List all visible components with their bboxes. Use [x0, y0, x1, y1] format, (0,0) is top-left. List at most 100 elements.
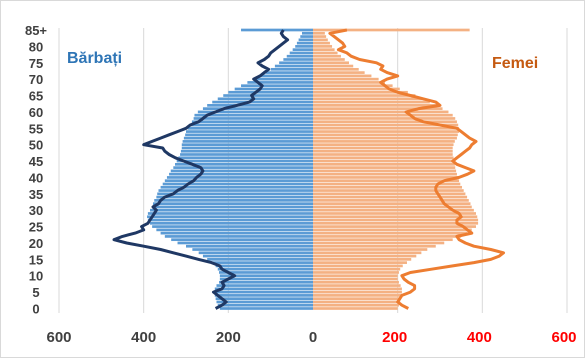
bar-male	[194, 117, 313, 120]
bar-female	[313, 104, 437, 107]
bar-female	[313, 176, 458, 179]
bar-male	[150, 209, 313, 212]
bar-female	[313, 48, 335, 51]
bar-male	[171, 170, 313, 173]
bar-male	[215, 287, 313, 290]
bar-female	[313, 170, 456, 173]
bar-female	[313, 232, 468, 235]
bar-male	[199, 251, 313, 254]
bar-male	[207, 258, 313, 261]
bar-female	[313, 301, 400, 304]
bar-male	[188, 127, 313, 130]
x-tick-label: 200	[216, 329, 241, 346]
bar-male	[156, 196, 313, 199]
bar-male	[216, 284, 313, 287]
bar-male	[192, 120, 313, 123]
bar-male	[300, 35, 313, 38]
bar-male	[178, 156, 313, 159]
bar-male	[167, 176, 313, 179]
x-tick-label: 400	[131, 329, 156, 346]
bar-female	[313, 65, 353, 68]
y-tick-label: 65	[29, 89, 43, 104]
bar-male	[216, 265, 313, 268]
y-tick-label: 45	[29, 154, 43, 169]
bar-male	[228, 91, 313, 94]
bar-female	[313, 212, 476, 215]
bar-female	[313, 291, 402, 294]
bar-female	[313, 68, 359, 71]
bar-female	[313, 255, 416, 258]
bar-male	[182, 143, 313, 146]
bar-male	[279, 61, 313, 64]
bar-male	[260, 75, 313, 78]
bar-male	[156, 229, 313, 232]
bar-female	[313, 258, 411, 261]
y-tick-label: 85+	[25, 23, 47, 38]
bar-male	[215, 291, 313, 294]
bar-female	[313, 111, 448, 114]
y-tick-label: 15	[29, 252, 43, 267]
bar-male	[216, 297, 313, 300]
bar-male	[212, 101, 313, 104]
bar-female	[313, 127, 459, 130]
bar-female	[313, 75, 371, 78]
y-tick-label: 30	[29, 203, 43, 218]
y-tick-label: 20	[29, 236, 43, 251]
x-tick-label: 200	[382, 329, 407, 346]
bar-male	[181, 150, 313, 153]
bar-male	[165, 235, 313, 238]
bar-male	[186, 245, 313, 248]
bar-female	[313, 163, 455, 166]
bar-male	[171, 238, 313, 241]
y-tick-label: 0	[32, 302, 39, 317]
bar-male	[177, 160, 313, 163]
y-tick-label: 10	[29, 269, 43, 284]
bar-female	[313, 248, 427, 251]
bar-male	[148, 212, 313, 215]
bar-female	[313, 281, 399, 284]
x-tick-label: 600	[46, 329, 71, 346]
bar-male	[165, 179, 313, 182]
bar-male	[154, 199, 313, 202]
bar-female	[313, 71, 365, 74]
bar-female	[313, 38, 328, 41]
x-tick-label: 0	[309, 329, 317, 346]
bar-female	[313, 143, 454, 146]
bar-male	[220, 278, 313, 281]
bar-female	[313, 137, 457, 140]
bar-male	[192, 248, 313, 251]
bar-female	[313, 284, 401, 287]
bar-female	[313, 52, 338, 55]
bar-female	[313, 114, 453, 117]
bar-female	[313, 147, 453, 150]
bar-female	[313, 192, 465, 195]
bar-male	[275, 65, 313, 68]
bar-female	[313, 173, 457, 176]
bar-male	[178, 242, 313, 245]
bar-female	[313, 222, 478, 225]
y-tick-label: 50	[29, 138, 43, 153]
bar-male	[183, 140, 313, 143]
bar-male	[173, 166, 313, 169]
bar-male	[223, 94, 313, 97]
bar-female	[313, 251, 421, 254]
y-tick-label: 70	[29, 72, 43, 87]
y-tick-label: 55	[29, 121, 43, 136]
bar-female	[313, 117, 455, 120]
bar-male	[219, 281, 313, 284]
bar-male	[271, 68, 313, 71]
bar-female	[313, 186, 462, 189]
bar-female	[313, 140, 455, 143]
bar-female	[313, 61, 349, 64]
bar-male	[302, 32, 313, 35]
bar-female	[313, 101, 430, 104]
bar-female	[313, 166, 455, 169]
bar-female	[313, 94, 415, 97]
bar-female	[313, 196, 467, 199]
legend-female: Femei	[492, 55, 538, 73]
bars	[147, 29, 478, 310]
y-tick-label: 75	[29, 56, 43, 71]
bar-male	[147, 215, 313, 218]
y-tick-label: 40	[29, 170, 43, 185]
